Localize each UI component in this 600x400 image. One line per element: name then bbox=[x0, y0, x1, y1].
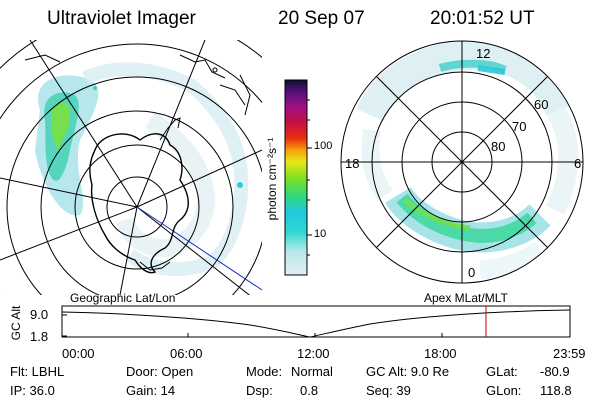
color-bar bbox=[284, 79, 308, 276]
mlt-label-12: 12 bbox=[476, 46, 491, 61]
glon-label: GLon: bbox=[486, 383, 522, 398]
coastline bbox=[89, 133, 189, 274]
aurora-oval-upper bbox=[356, 41, 575, 122]
mlat-label-70: 70 bbox=[512, 119, 527, 134]
magnetic-polar-map bbox=[340, 40, 584, 284]
xtick-1200: 12:00 bbox=[297, 346, 330, 361]
instrument-title: Ultraviolet Imager bbox=[47, 8, 196, 29]
colorbar-tick-10: 10 bbox=[314, 228, 327, 240]
altitude-ytick-bottom: 1.8 bbox=[30, 329, 49, 344]
geographic-map bbox=[0, 40, 262, 295]
mlat-label-60: 60 bbox=[534, 97, 549, 112]
colorbar-unit-label: photon cm⁻²s⁻¹ bbox=[265, 137, 279, 221]
seq-readout: Seq: 39 bbox=[366, 383, 411, 398]
mlt-label-18: 18 bbox=[345, 156, 360, 171]
dsp-label: Dsp: bbox=[246, 383, 273, 398]
glat-value: -80.9 bbox=[540, 364, 570, 379]
magnetic-caption: Apex MLat/MLT bbox=[424, 291, 508, 305]
altitude-ylabel: GC Alt bbox=[9, 305, 23, 341]
altitude-ytick-top: 9.0 bbox=[30, 307, 49, 322]
glat-label: GLat: bbox=[486, 364, 518, 379]
colorbar-tick-100: 100 bbox=[314, 140, 333, 152]
mlt-label-0: 0 bbox=[468, 265, 476, 280]
glon-value: 118.8 bbox=[540, 383, 572, 398]
observation-time: 20:01:52 UT bbox=[430, 8, 535, 29]
filter-readout: Flt: LBHL bbox=[10, 364, 65, 379]
altitude-curve bbox=[61, 309, 571, 338]
door-readout: Door: Open bbox=[126, 364, 194, 379]
mode-label: Mode: bbox=[246, 364, 283, 379]
altitude-plot-frame bbox=[61, 305, 571, 338]
xtick-0000: 00:00 bbox=[62, 346, 95, 361]
observation-date: 20 Sep 07 bbox=[278, 8, 365, 29]
gain-readout: Gain: 14 bbox=[126, 383, 176, 398]
mlt-label-6: 6 bbox=[574, 156, 582, 171]
xtick-0600: 06:00 bbox=[170, 346, 203, 361]
mlat-label-80: 80 bbox=[491, 139, 506, 154]
ip-readout: IP: 36.0 bbox=[10, 383, 55, 398]
mode-value: Normal bbox=[291, 364, 333, 379]
xtick-1800: 18:00 bbox=[424, 346, 457, 361]
xtick-2359: 23:59 bbox=[553, 346, 586, 361]
gc-alt-readout: GC Alt: 9.0 Re bbox=[366, 364, 450, 379]
geographic-caption: Geographic Lat/Lon bbox=[70, 291, 176, 305]
dsp-value: 0.8 bbox=[300, 383, 319, 398]
